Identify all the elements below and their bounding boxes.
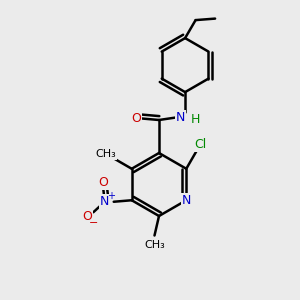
Text: N: N — [182, 194, 191, 207]
Text: CH₃: CH₃ — [144, 239, 165, 250]
Text: N: N — [100, 195, 110, 208]
Text: +: + — [107, 191, 115, 201]
Text: O: O — [82, 210, 92, 223]
Text: −: − — [89, 218, 99, 228]
Text: H: H — [191, 112, 200, 126]
Text: O: O — [132, 112, 141, 125]
Text: Cl: Cl — [194, 138, 207, 151]
Text: O: O — [98, 176, 108, 189]
Text: CH₃: CH₃ — [95, 149, 116, 159]
Text: N: N — [176, 111, 185, 124]
